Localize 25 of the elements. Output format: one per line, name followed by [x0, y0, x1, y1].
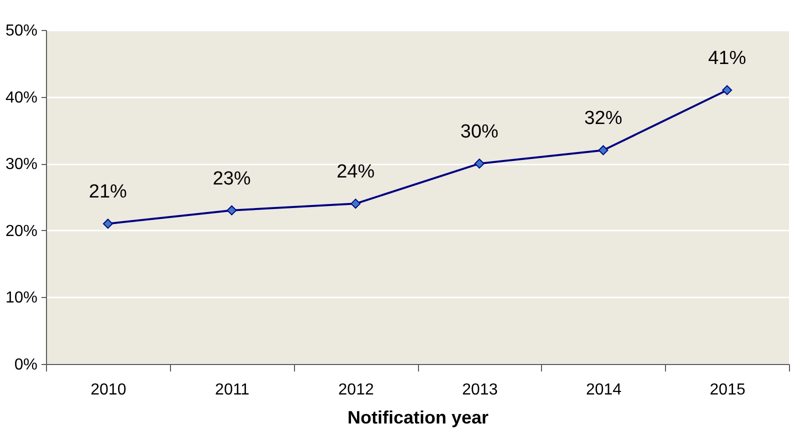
point — [350, 198, 361, 209]
x-tick-label: 2011 — [215, 382, 250, 398]
text: 32% — [584, 108, 622, 130]
x-tick-label: 2014 — [586, 382, 622, 398]
y-tick-label: 0% — [14, 356, 38, 374]
text: 24% — [336, 162, 375, 183]
x-tick-label: 2012 — [338, 382, 374, 398]
text: 21% — [88, 182, 127, 203]
y-tick-label: 10% — [5, 290, 38, 307]
point — [102, 218, 113, 229]
point — [598, 145, 608, 156]
x-tick-label: 2010 — [90, 382, 126, 398]
x-tick-label: 2013 — [462, 382, 498, 398]
text: 41% — [708, 48, 746, 70]
x-tick-label: 2015 — [710, 382, 746, 398]
point — [474, 158, 484, 169]
y-tick-label: 40% — [5, 89, 38, 106]
point — [226, 205, 237, 216]
y-tick-label: 50% — [5, 22, 38, 40]
text: 30% — [460, 122, 498, 143]
point — [722, 85, 732, 96]
y-tick-label: 30% — [5, 156, 38, 174]
text: 23% — [212, 168, 251, 190]
x-axis-title: Notification year — [347, 408, 489, 428]
y-tick-label: 20% — [5, 222, 38, 240]
